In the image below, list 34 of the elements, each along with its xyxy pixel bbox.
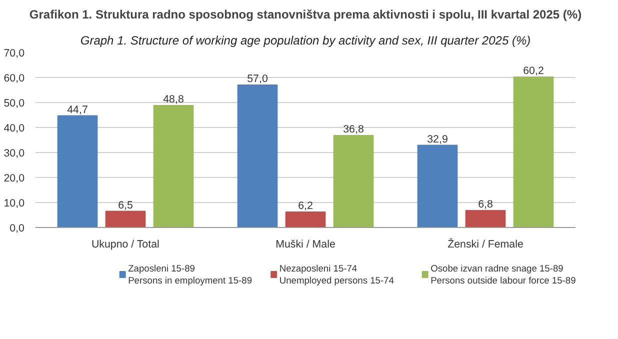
y-tick-label: 0,0 bbox=[10, 222, 25, 234]
legend-label: Nezaposleni 15-74 Unemployed persons 15-74 bbox=[279, 264, 394, 286]
data-label: 32,9 bbox=[427, 133, 448, 146]
bar bbox=[105, 210, 146, 228]
data-label: 48,8 bbox=[163, 94, 184, 106]
legend-label: Zaposleni 15-89 Persons in employment 15-89 bbox=[128, 264, 252, 286]
data-label: 60,2 bbox=[523, 65, 544, 77]
bar bbox=[513, 76, 554, 228]
y-tick-label: 60,0 bbox=[4, 72, 25, 84]
x-tick-label: Ukupno / Total bbox=[91, 238, 160, 250]
bar bbox=[237, 84, 278, 228]
y-tick-label: 20,0 bbox=[4, 172, 25, 184]
data-label: 36,8 bbox=[343, 124, 364, 136]
y-tick-label: 40,0 bbox=[4, 122, 25, 134]
x-tick-label: Ženski / Female bbox=[448, 238, 524, 250]
bar bbox=[417, 144, 458, 228]
y-tick-label: 10,0 bbox=[4, 198, 25, 210]
y-tick-label: 50,0 bbox=[4, 98, 25, 110]
data-label: 6,8 bbox=[478, 198, 493, 210]
bar bbox=[333, 135, 374, 228]
data-label: 44,7 bbox=[67, 104, 88, 116]
data-label: 57,0 bbox=[247, 73, 268, 85]
bar bbox=[465, 210, 506, 228]
bar bbox=[285, 212, 326, 228]
bar bbox=[153, 105, 194, 228]
bar bbox=[57, 115, 98, 228]
x-tick-label: Muški / Male bbox=[276, 238, 336, 250]
data-label: 6,2 bbox=[298, 200, 313, 212]
legend-label: Osobe izvan radne snage 15-89 Persons outside labour force 15-89 bbox=[430, 264, 576, 286]
data-label: 6,5 bbox=[118, 199, 133, 212]
chart-title: Grafikon 1. Struktura radno sposobnog stanovništva prema aktivnosti i spolu, III kvartal 2025 (%) bbox=[29, 8, 582, 22]
y-tick-label: 70,0 bbox=[4, 48, 25, 60]
chart-subtitle: Graph 1. Structure of working age population by activity and sex, III quarter 2025 (%) bbox=[80, 34, 531, 48]
y-tick-label: 30,0 bbox=[4, 148, 25, 160]
